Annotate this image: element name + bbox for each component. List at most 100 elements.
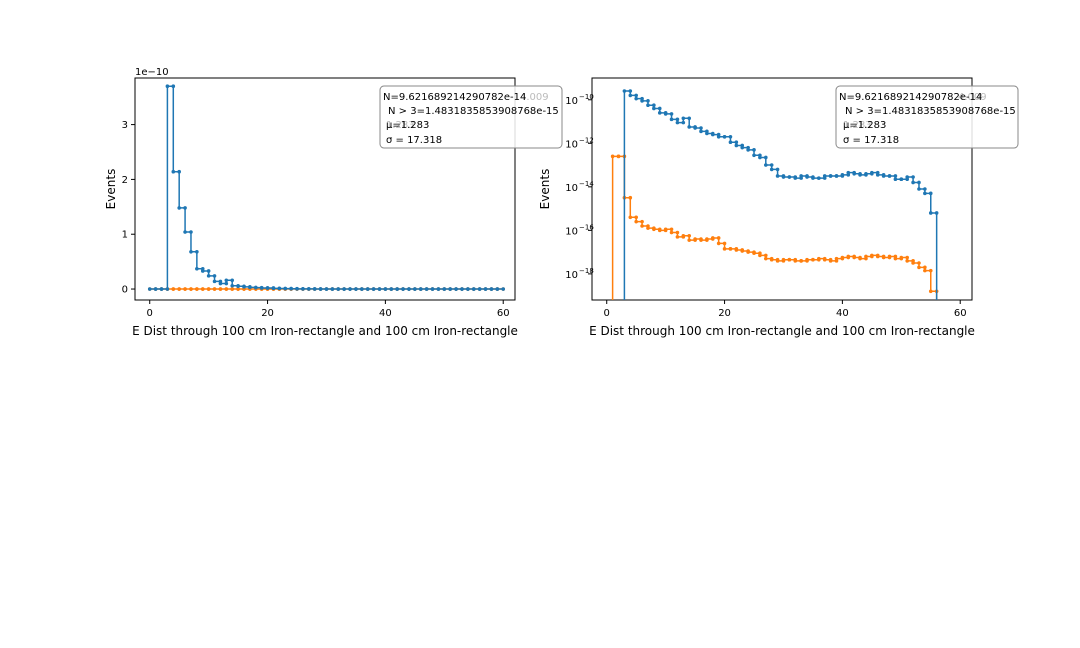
legend-line-mu: μ=1.283: [843, 120, 886, 131]
y-tick-label: 3: [122, 120, 128, 131]
data-point-blue: [923, 187, 927, 191]
data-point-blue: [646, 99, 650, 103]
data-point-orange: [699, 238, 703, 242]
data-point-blue: [657, 111, 662, 115]
x-tick-label: 0: [604, 308, 610, 319]
data-point-orange: [722, 241, 727, 246]
data-point-orange: [787, 257, 792, 262]
data-point-blue: [657, 106, 662, 111]
data-point-blue: [230, 283, 235, 288]
data-point-blue: [342, 287, 346, 291]
data-point-blue: [312, 287, 317, 291]
data-point-blue: [259, 286, 264, 290]
data-point-orange: [834, 256, 839, 261]
data-point-orange: [811, 257, 815, 262]
y-tick-label: 10: [565, 226, 578, 237]
data-point-blue: [407, 287, 411, 291]
data-point-orange: [822, 257, 827, 262]
data-point-blue: [265, 286, 270, 290]
data-point-blue: [710, 132, 715, 137]
data-point-blue: [740, 145, 745, 150]
data-point-blue: [383, 287, 388, 291]
data-point-blue: [699, 129, 703, 134]
data-point-blue: [734, 143, 739, 148]
data-point-blue: [928, 211, 933, 215]
data-point-blue: [454, 287, 458, 291]
data-point-blue: [928, 191, 933, 196]
legend-line-sigma: σ = 17.318: [386, 135, 442, 146]
data-point-blue: [893, 177, 898, 182]
data-point-orange: [189, 287, 193, 291]
data-point-blue: [212, 279, 217, 284]
data-point-orange: [763, 256, 768, 261]
data-point-orange: [905, 255, 909, 260]
data-point-blue: [652, 106, 656, 111]
data-point-blue: [283, 286, 288, 291]
data-point-blue: [295, 287, 299, 291]
data-point-blue: [881, 174, 886, 178]
data-point-blue: [864, 171, 868, 176]
data-point-blue: [159, 287, 164, 291]
data-point-blue: [887, 174, 892, 178]
data-point-blue: [189, 230, 193, 234]
offset-text: 1e−10: [135, 67, 169, 78]
data-point-orange: [669, 227, 674, 232]
data-point-blue: [858, 173, 862, 177]
data-point-blue: [775, 174, 780, 178]
data-point-blue: [377, 287, 382, 291]
data-point-blue: [934, 211, 939, 215]
data-point-blue: [758, 155, 762, 160]
data-point-blue: [206, 269, 211, 273]
data-point-blue: [628, 89, 633, 93]
data-point-blue: [501, 287, 506, 291]
data-point-orange: [171, 287, 176, 291]
data-point-blue: [324, 287, 329, 291]
data-point-blue: [834, 174, 839, 178]
data-point-blue: [277, 286, 282, 291]
data-point-orange: [746, 250, 750, 254]
data-point-blue: [687, 125, 692, 129]
y-tick-label: 10: [565, 270, 578, 281]
data-point-orange: [224, 287, 229, 291]
data-point-orange: [218, 287, 223, 291]
data-point-blue: [348, 287, 352, 291]
data-point-orange: [195, 287, 199, 291]
data-point-blue: [787, 175, 792, 179]
data-point-orange: [640, 224, 644, 228]
data-point-orange: [893, 256, 898, 261]
data-point-blue: [230, 278, 235, 283]
data-point-orange: [681, 233, 686, 238]
data-point-blue: [763, 163, 768, 167]
y-tick-exponent: −12: [579, 136, 594, 144]
data-point-blue: [206, 274, 211, 278]
x-tick-label: 20: [718, 308, 731, 319]
x-axis-label: E Dist through 100 cm Iron-rectangle and…: [589, 324, 975, 338]
data-point-blue: [663, 112, 668, 116]
y-axis-label: Events: [538, 169, 552, 210]
x-tick-label: 60: [954, 308, 967, 319]
plot-area-frame: [591, 77, 973, 301]
data-point-orange: [775, 259, 780, 263]
data-point-orange: [758, 253, 762, 258]
data-point-blue: [752, 153, 756, 158]
data-point-blue: [395, 287, 399, 291]
data-point-orange: [716, 241, 721, 246]
data-point-blue: [442, 287, 447, 291]
data-point-blue: [153, 287, 158, 291]
data-point-blue: [477, 287, 482, 291]
data-point-blue: [716, 134, 721, 139]
data-point-orange: [805, 257, 809, 262]
series-orange-step: [611, 155, 938, 300]
data-point-blue: [171, 84, 176, 89]
data-point-orange: [652, 227, 656, 232]
y-tick-exponent: −14: [579, 180, 594, 188]
data-point-orange: [740, 249, 745, 253]
data-point-blue: [171, 169, 176, 174]
data-point-blue: [840, 173, 845, 177]
data-point-blue: [763, 155, 768, 160]
data-point-blue: [870, 170, 874, 175]
data-point-orange: [917, 261, 921, 265]
legend-ghost-1: 4.009: [958, 92, 987, 103]
data-point-blue: [183, 206, 187, 210]
